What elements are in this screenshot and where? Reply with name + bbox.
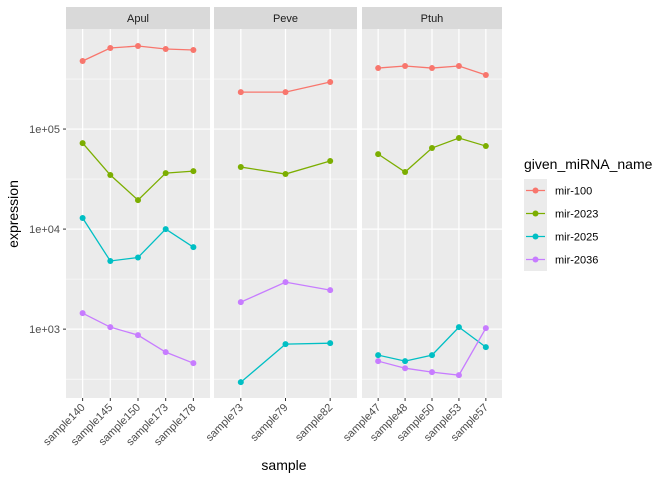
data-point-mir-2023-sample57 <box>482 143 489 150</box>
data-point-mir-2023-sample178 <box>190 168 197 175</box>
data-point-mir-2023-sample53 <box>455 135 462 142</box>
data-point-mir-2025-sample50 <box>429 352 435 359</box>
data-point-mir-2023-sample50 <box>429 145 435 152</box>
data-point-mir-2025-sample79 <box>282 341 289 348</box>
data-point-mir-2025-sample73 <box>237 379 244 386</box>
data-point-mir-2036-sample73 <box>237 299 244 306</box>
data-point-mir-100-sample150 <box>135 43 141 50</box>
facet-strip <box>362 7 502 29</box>
facet-strip-label: Ptuh <box>421 13 444 25</box>
y-tick-label: 1e+05 <box>29 124 60 136</box>
data-point-mir-100-sample79 <box>282 89 289 96</box>
data-point-mir-2036-sample82 <box>327 287 334 294</box>
data-point-mir-2023-sample145 <box>107 172 114 179</box>
data-point-mir-2023-sample173 <box>162 170 169 177</box>
data-point-mir-2036-sample173 <box>162 349 169 356</box>
legend-key-point <box>532 187 539 194</box>
data-point-mir-2036-sample150 <box>135 332 141 339</box>
data-point-mir-2025-sample82 <box>327 340 334 347</box>
legend-item-mir-2025: mir-2025 <box>524 225 598 248</box>
facet-strip <box>214 7 357 29</box>
data-point-mir-100-sample178 <box>190 46 197 53</box>
y-axis-title: expression <box>5 180 21 248</box>
data-point-mir-2025-sample140 <box>79 215 86 222</box>
data-point-mir-2036-sample145 <box>107 324 114 331</box>
x-tick-label: sample79 <box>248 402 290 444</box>
legend-key-point <box>532 233 539 240</box>
data-point-mir-100-sample53 <box>455 62 462 69</box>
data-point-mir-2036-sample53 <box>455 372 462 379</box>
x-tick-label: sample73 <box>204 402 246 444</box>
data-point-mir-100-sample73 <box>237 89 244 96</box>
facet-strip-label: Peve <box>273 13 298 25</box>
legend-item-mir-2036: mir-2036 <box>524 248 598 271</box>
legend-key-point <box>532 210 539 217</box>
y-tick-label: 1e+04 <box>29 224 60 236</box>
panel-peve: Peve sample73 sample79 sample82 <box>204 7 357 444</box>
data-point-mir-100-sample50 <box>429 65 435 72</box>
data-point-mir-2025-sample57 <box>482 344 489 351</box>
data-point-mir-2036-sample178 <box>190 360 197 367</box>
data-point-mir-2023-sample82 <box>327 158 334 165</box>
panel-apul: Apulsample140sample145sample150sample173… <box>41 7 210 448</box>
data-point-mir-2023-sample47 <box>375 151 382 158</box>
facet-strip <box>66 7 210 29</box>
legend-item-mir-2023: mir-2023 <box>524 202 598 225</box>
legend-key-point <box>532 256 539 263</box>
data-point-mir-100-sample47 <box>375 65 382 72</box>
data-point-mir-2025-sample150 <box>135 254 141 261</box>
panel-ptuh: Ptuhsample47sample48sample50sample53samp… <box>341 7 502 444</box>
data-point-mir-100-sample48 <box>402 62 409 69</box>
data-point-mir-2023-sample79 <box>282 171 289 178</box>
data-point-mir-2023-sample73 <box>237 164 244 171</box>
legend-label: mir-2036 <box>555 255 598 267</box>
data-point-mir-2036-sample50 <box>429 369 435 376</box>
data-point-mir-2036-sample79 <box>282 279 289 286</box>
data-point-mir-2025-sample178 <box>190 244 197 251</box>
data-point-mir-2025-sample145 <box>107 257 114 264</box>
data-point-mir-2025-sample47 <box>375 352 382 359</box>
data-point-mir-2023-sample140 <box>79 140 86 147</box>
legend-item-mir-100: mir-100 <box>524 179 592 202</box>
data-point-mir-2036-sample140 <box>79 310 86 317</box>
x-tick-label: sample82 <box>293 402 335 444</box>
data-point-mir-2025-sample173 <box>162 226 169 233</box>
x-axis-title: sample <box>261 457 306 473</box>
legend-label: mir-2025 <box>555 232 598 244</box>
data-point-mir-2036-sample57 <box>482 325 489 332</box>
legend-title: given_miRNA_name <box>524 156 653 172</box>
data-point-mir-100-sample82 <box>327 79 334 86</box>
y-tick-label: 1e+03 <box>29 324 60 336</box>
data-point-mir-100-sample173 <box>162 46 169 53</box>
y-axis: 1e+05 1e+04 1e+03 <box>29 124 66 336</box>
facet-strip-label: Apul <box>127 13 149 25</box>
data-point-mir-2023-sample48 <box>402 169 409 176</box>
panels-layer: Apulsample140sample145sample150sample173… <box>41 7 502 448</box>
legend: given_miRNA_name mir-100 mir-2023 mir-2025 m… <box>524 156 653 271</box>
data-point-mir-2025-sample48 <box>402 358 409 365</box>
data-point-mir-2036-sample47 <box>375 358 382 365</box>
legend-label: mir-2023 <box>555 209 598 221</box>
data-point-mir-100-sample140 <box>79 57 86 64</box>
data-point-mir-100-sample57 <box>482 71 489 78</box>
data-point-mir-2025-sample53 <box>455 324 462 331</box>
data-point-mir-100-sample145 <box>107 44 114 51</box>
data-point-mir-2036-sample48 <box>402 365 409 372</box>
legend-label: mir-100 <box>555 186 592 198</box>
data-point-mir-2023-sample150 <box>135 197 141 204</box>
